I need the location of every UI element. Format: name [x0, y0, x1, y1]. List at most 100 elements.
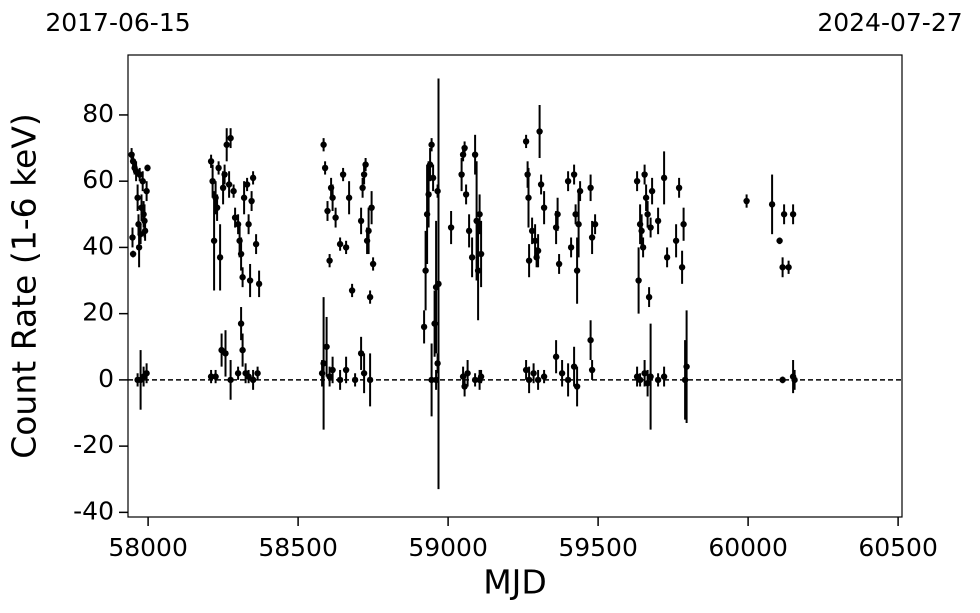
- data-point: [588, 234, 596, 241]
- data-point: [245, 221, 252, 228]
- data-point: [320, 360, 327, 367]
- data-point: [635, 277, 642, 284]
- data-point: [136, 171, 143, 178]
- data-point: [362, 161, 369, 168]
- data-point: [359, 184, 366, 192]
- data-point: [641, 171, 648, 178]
- data-point: [234, 370, 242, 377]
- data-point: [552, 353, 560, 360]
- x-tick-label: 60500: [858, 533, 938, 562]
- data-point: [249, 376, 257, 384]
- data-point: [471, 151, 479, 158]
- data-point: [591, 221, 599, 228]
- data-point: [564, 177, 572, 185]
- data-point: [129, 234, 136, 241]
- data-point: [129, 250, 137, 258]
- data-point: [572, 211, 579, 218]
- data-point: [789, 211, 797, 218]
- data-point: [209, 177, 216, 185]
- data-point: [558, 370, 566, 377]
- data-point: [336, 240, 344, 248]
- x-tick-label: 59500: [558, 533, 638, 562]
- data-point: [462, 191, 470, 198]
- data-point: [216, 254, 224, 261]
- data-point: [531, 237, 539, 244]
- data-point: [476, 211, 483, 218]
- data-point: [525, 257, 533, 264]
- data-point: [239, 274, 246, 281]
- data-point: [785, 264, 792, 271]
- x-tick-label: 58500: [258, 533, 338, 562]
- x-tick-label: 59000: [408, 533, 488, 562]
- data-point: [245, 373, 252, 380]
- data-point: [231, 214, 239, 221]
- data-point: [660, 373, 668, 380]
- data-point: [246, 277, 254, 284]
- x-tick-label: 60000: [708, 533, 788, 562]
- data-point: [779, 376, 786, 384]
- data-point: [647, 373, 654, 380]
- data-point: [680, 221, 687, 228]
- data-point: [540, 204, 548, 211]
- data-point: [477, 373, 485, 380]
- data-point: [357, 350, 365, 357]
- data-point: [672, 237, 680, 244]
- data-point: [461, 383, 468, 390]
- y-axis-label: Count Rate (1-6 keV): [5, 113, 44, 459]
- data-point: [537, 181, 545, 188]
- data-point: [360, 370, 368, 377]
- data-point: [143, 187, 150, 195]
- data-point: [567, 244, 575, 251]
- data-point: [474, 267, 482, 274]
- data-point: [207, 373, 215, 380]
- data-point: [213, 204, 221, 211]
- data-point: [642, 194, 650, 201]
- data-point: [468, 254, 476, 261]
- data-point: [332, 214, 339, 221]
- data-point: [351, 376, 359, 384]
- data-point: [779, 264, 786, 271]
- data-point: [780, 211, 788, 218]
- data-point: [342, 244, 350, 251]
- data-point: [573, 383, 581, 390]
- data-point: [239, 346, 246, 354]
- data-point: [342, 366, 350, 374]
- data-point: [663, 254, 671, 261]
- data-point: [223, 141, 230, 148]
- data-point: [644, 211, 651, 218]
- data-point: [141, 227, 149, 235]
- data-point: [570, 363, 578, 370]
- data-point: [336, 376, 344, 384]
- data-point: [534, 247, 542, 254]
- data-point: [365, 227, 372, 235]
- data-point: [329, 366, 336, 374]
- data-point: [425, 191, 432, 198]
- data-point: [528, 227, 536, 235]
- data-point: [587, 336, 594, 344]
- data-point: [369, 260, 377, 268]
- data-point: [791, 376, 798, 384]
- y-tick-label: 20: [82, 298, 114, 327]
- y-tick-label: 40: [82, 231, 114, 260]
- data-point: [237, 250, 245, 258]
- data-point: [426, 161, 434, 168]
- data-point: [227, 376, 234, 384]
- y-tick-label: -20: [73, 430, 114, 459]
- data-point: [536, 128, 543, 135]
- plot-frame: [127, 54, 903, 518]
- data-point: [641, 370, 648, 377]
- data-point: [525, 194, 532, 201]
- data-point: [639, 244, 647, 251]
- data-point: [522, 138, 530, 145]
- data-point: [357, 217, 365, 225]
- data-point: [326, 373, 333, 380]
- data-point: [326, 257, 333, 264]
- data-point: [368, 204, 375, 211]
- data-point: [320, 141, 327, 148]
- data-point: [587, 184, 594, 192]
- data-point: [555, 260, 563, 268]
- data-point: [471, 376, 479, 384]
- data-point: [210, 237, 218, 244]
- data-point: [776, 237, 783, 244]
